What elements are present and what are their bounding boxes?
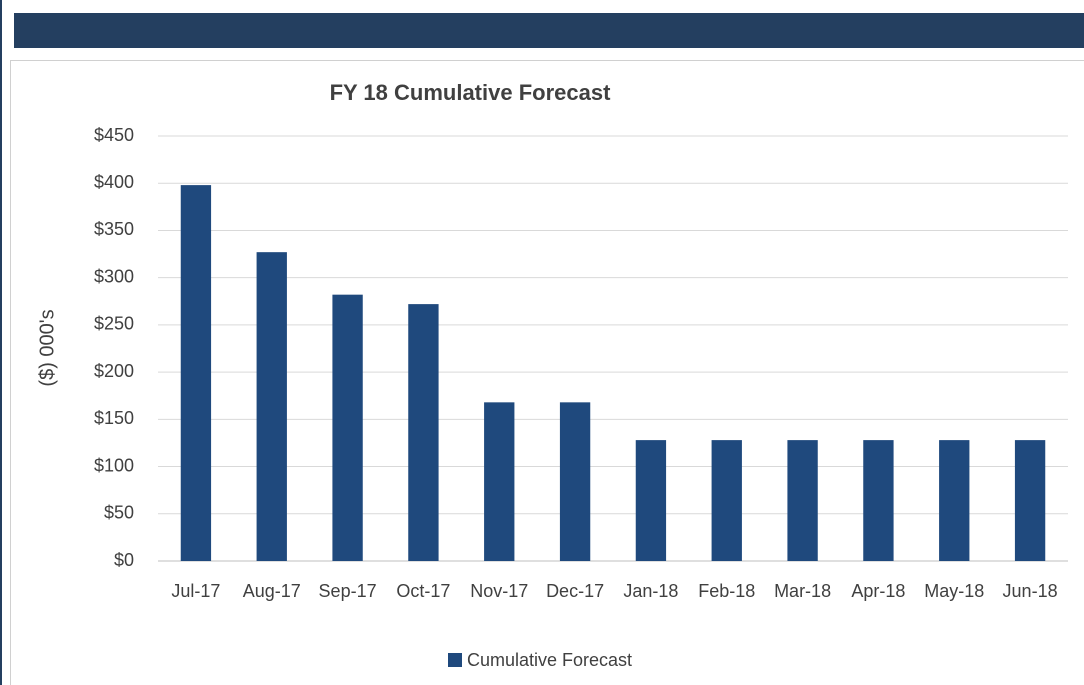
header-band (14, 13, 1084, 48)
bar (332, 294, 363, 561)
bar (863, 440, 894, 561)
x-tick-label: Sep-17 (319, 581, 377, 601)
x-tick-label: Aug-17 (243, 581, 301, 601)
bar (635, 440, 667, 561)
chart-title: FY 18 Cumulative Forecast (330, 80, 611, 105)
y-tick-label: $350 (94, 219, 134, 239)
y-tick-label: $250 (94, 314, 134, 334)
bar (559, 402, 591, 561)
x-tick-label: Jul-17 (171, 581, 220, 601)
y-tick-label: $150 (94, 408, 134, 428)
x-tick-label: Oct-17 (396, 581, 450, 601)
x-tick-label: May-18 (924, 581, 984, 601)
y-tick-label: $50 (104, 503, 134, 523)
legend-label: Cumulative Forecast (467, 650, 632, 670)
x-tick-label: Dec-17 (546, 581, 604, 601)
y-tick-label: $300 (94, 266, 134, 286)
bar (711, 440, 742, 561)
left-border (0, 0, 2, 685)
bar (939, 440, 970, 561)
y-tick-label: $100 (94, 455, 134, 475)
bar (408, 304, 439, 561)
legend-swatch (448, 653, 462, 667)
x-tick-label: Mar-18 (774, 581, 831, 601)
y-axis-label: ($) 000's (36, 309, 58, 386)
x-tick-label: Apr-18 (851, 581, 905, 601)
bar (787, 440, 818, 561)
y-tick-label: $400 (94, 172, 134, 192)
x-tick-label: Jan-18 (623, 581, 678, 601)
y-tick-label: $450 (94, 125, 134, 145)
bar (1014, 440, 1046, 561)
x-tick-label: Feb-18 (698, 581, 755, 601)
y-tick-label: $200 (94, 361, 134, 381)
y-tick-label: $0 (114, 550, 134, 570)
x-tick-label: Jun-18 (1003, 581, 1058, 601)
bar (256, 252, 287, 561)
x-tick-label: Nov-17 (470, 581, 528, 601)
bar (484, 402, 515, 561)
bar (180, 185, 212, 561)
